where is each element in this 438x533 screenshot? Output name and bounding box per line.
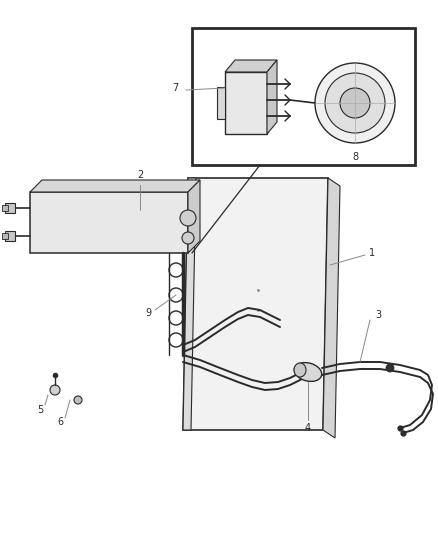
Circle shape	[325, 73, 385, 133]
Polygon shape	[30, 180, 200, 192]
Polygon shape	[225, 72, 267, 134]
Text: 3: 3	[375, 310, 381, 320]
Text: 1: 1	[369, 248, 375, 258]
Polygon shape	[183, 178, 196, 430]
Text: 5: 5	[37, 405, 43, 415]
Circle shape	[50, 385, 60, 395]
Text: 6: 6	[57, 417, 63, 427]
Bar	[5, 231, 15, 241]
Polygon shape	[267, 60, 277, 134]
Polygon shape	[225, 60, 277, 72]
Text: 4: 4	[305, 423, 311, 433]
Polygon shape	[30, 192, 188, 253]
Bar	[192, 28, 415, 165]
Polygon shape	[183, 178, 328, 430]
Bar	[2, 233, 8, 239]
Polygon shape	[323, 178, 340, 438]
Ellipse shape	[294, 363, 306, 377]
Text: 7: 7	[172, 83, 178, 93]
Circle shape	[386, 364, 394, 372]
Polygon shape	[217, 87, 225, 119]
Text: 2: 2	[137, 170, 143, 180]
Text: 9: 9	[145, 308, 151, 318]
Ellipse shape	[294, 362, 322, 382]
Text: 8: 8	[352, 152, 358, 162]
Bar	[5, 203, 15, 213]
Circle shape	[387, 365, 393, 371]
Bar	[2, 205, 8, 211]
Circle shape	[315, 63, 395, 143]
Circle shape	[180, 210, 196, 226]
Polygon shape	[188, 180, 200, 253]
Circle shape	[340, 88, 370, 118]
Circle shape	[74, 396, 82, 404]
Circle shape	[182, 232, 194, 244]
